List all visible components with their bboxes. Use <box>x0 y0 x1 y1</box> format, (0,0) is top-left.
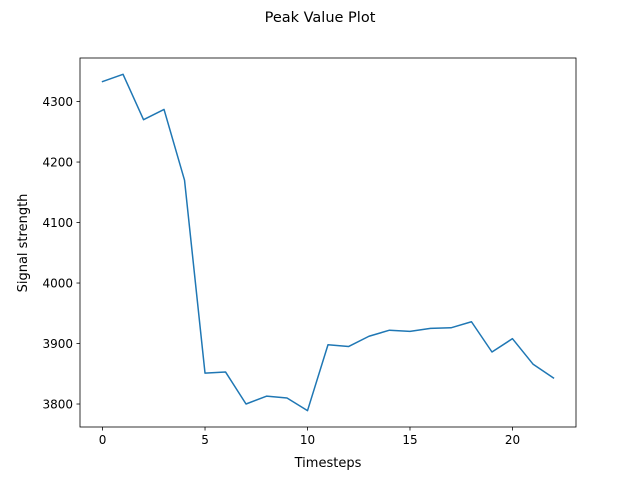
chart-title: Peak Value Plot <box>265 10 376 26</box>
plot-area: 0 5 10 15 20 3800 3900 4000 4100 4200 4300 <box>42 57 577 447</box>
x-tick-label: 20 <box>505 433 520 447</box>
y-tick-label: 4200 <box>42 156 73 170</box>
x-tick-label: 0 <box>99 433 107 447</box>
series-line-0 <box>101 73 555 412</box>
y-axis-label: Signal strength <box>16 194 31 293</box>
x-axis-label: Timesteps <box>294 456 362 471</box>
y-tick-label: 4100 <box>42 216 73 230</box>
y-tick-label: 4000 <box>42 277 73 291</box>
x-tick-label: 5 <box>201 433 209 447</box>
y-tick-label: 4300 <box>42 95 73 109</box>
x-tick-label: 15 <box>402 433 417 447</box>
y-tick-label: 3900 <box>42 337 73 351</box>
y-tick-label: 3800 <box>42 398 73 412</box>
axes-frame <box>79 57 577 428</box>
x-tick-label: 10 <box>300 433 315 447</box>
